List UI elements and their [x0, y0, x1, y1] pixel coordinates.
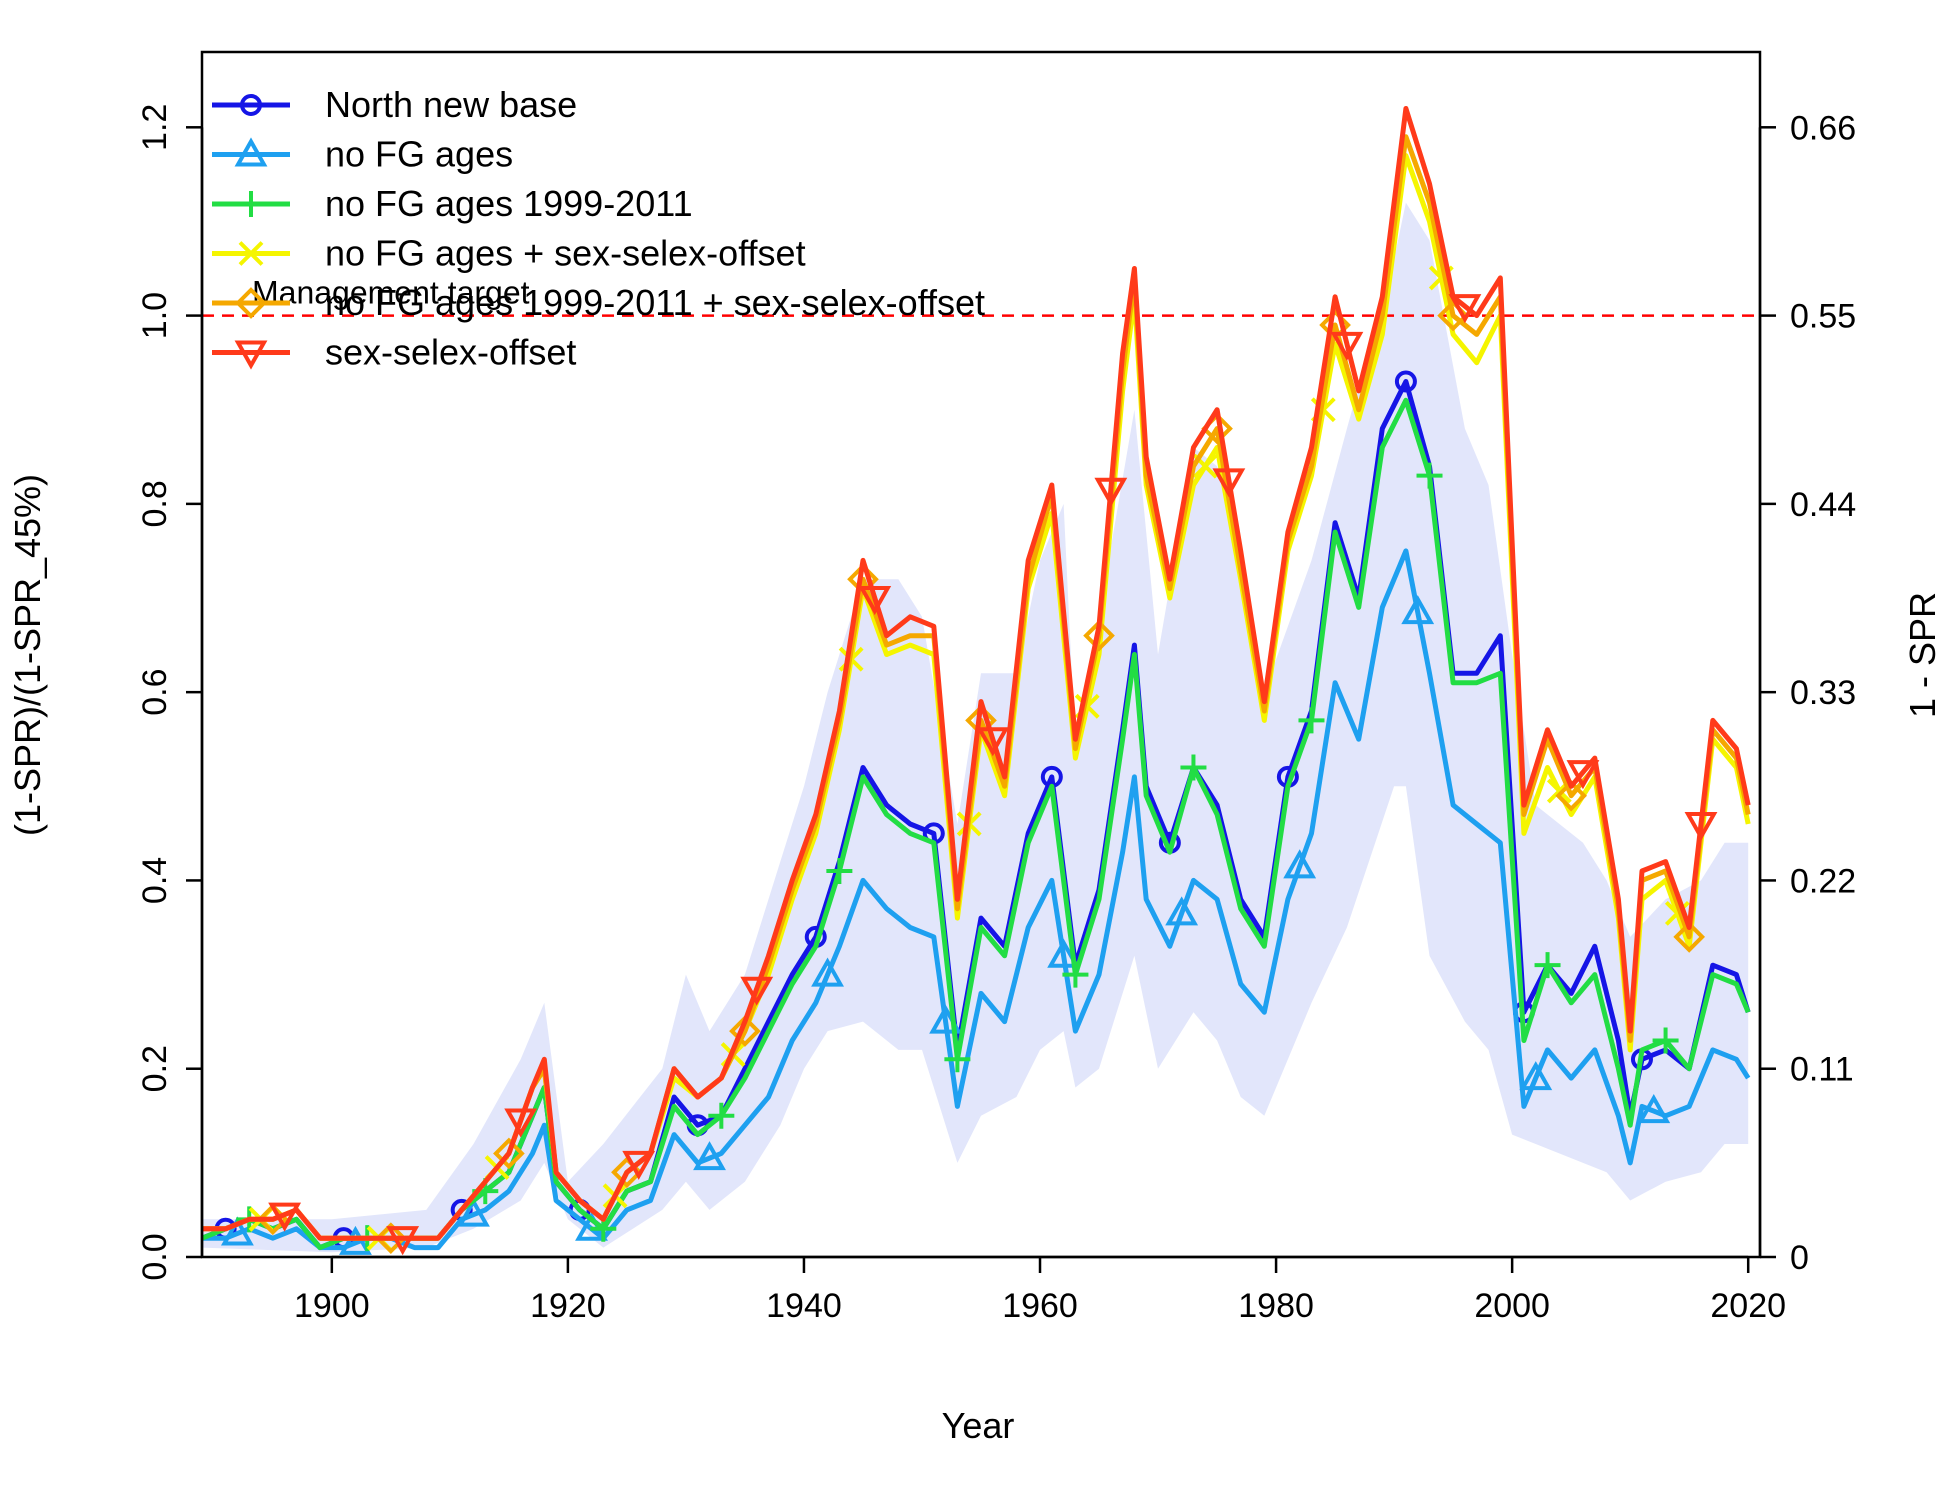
y-tick-label: 0.0 — [136, 1233, 174, 1280]
series-marker — [493, 1137, 525, 1170]
x-axis: 1900 1920 1940 1960 1980 2000 2020 — [294, 1255, 1786, 1325]
series-marker — [1534, 952, 1561, 979]
series-line — [202, 106, 1751, 1241]
series-marker — [1637, 1094, 1671, 1124]
series-marker — [1062, 961, 1089, 988]
y-tick-label: 0.6 — [136, 669, 174, 716]
legend-label: no FG ages 1999-2011 + sex-selex-offset — [325, 282, 985, 323]
y-axis-left: 0.0 0.2 0.4 0.6 0.8 1.0 1.2 — [136, 104, 204, 1281]
y-tick-label: 1.0 — [136, 292, 174, 339]
series-marker — [1394, 370, 1417, 393]
series-marker — [1673, 921, 1706, 953]
series-marker — [240, 94, 262, 116]
series-layer — [202, 106, 1751, 1256]
legend-label: sex-selex-offset — [325, 332, 576, 373]
legend-label: no FG ages + sex-selex-offset — [325, 233, 806, 274]
y-axis-right: 0 0.11 0.22 0.33 0.44 0.55 0.66 — [1758, 109, 1856, 1277]
x-tick-label: 2020 — [1710, 1287, 1786, 1325]
legend-item: no FG ages — [212, 134, 513, 175]
y2-tick-label: 0.22 — [1790, 862, 1856, 900]
series-marker — [238, 241, 264, 266]
series-marker — [622, 1150, 656, 1180]
y-tick-label: 0.4 — [136, 857, 174, 904]
series-marker — [1165, 896, 1199, 926]
series-marker — [1083, 619, 1115, 652]
y-tick-label: 0.8 — [136, 480, 174, 527]
series-line — [202, 548, 1751, 1251]
series-marker — [1566, 760, 1600, 790]
legend-item: no FG ages 1999-2011 + sex-selex-offset — [212, 282, 985, 323]
series-marker — [976, 727, 1010, 757]
legend-label: North new base — [325, 84, 577, 125]
series-marker — [1298, 707, 1325, 734]
x-tick-label: 1980 — [1238, 1287, 1314, 1325]
series-marker — [858, 586, 892, 616]
legend: North new base no FG ages no FG ages 1999-… — [212, 84, 985, 373]
series-marker — [944, 1046, 971, 1073]
x-tick-label: 1940 — [766, 1287, 842, 1325]
series-marker — [1401, 595, 1435, 625]
x-tick-label: 2000 — [1474, 1287, 1550, 1325]
series-marker — [268, 1202, 302, 1232]
series-marker — [238, 191, 264, 217]
x-tick-label: 1960 — [1002, 1287, 1078, 1325]
series-marker — [234, 137, 268, 167]
series-marker — [1330, 331, 1364, 361]
series-marker — [1684, 811, 1718, 842]
series-marker — [1555, 779, 1587, 812]
y2-tick-label: 0.66 — [1790, 109, 1856, 147]
series-marker — [457, 1197, 490, 1227]
x-tick-label: 1920 — [530, 1287, 606, 1325]
y-axis-left-label: (1-SPR)/(1-SPR_45%) — [7, 474, 48, 836]
series-marker — [826, 858, 853, 885]
y2-tick-label: 0.44 — [1790, 486, 1856, 524]
x-tick-label: 1900 — [294, 1287, 370, 1325]
series-marker — [1652, 1027, 1679, 1054]
legend-item: North new base — [212, 84, 577, 125]
y-tick-label: 0.2 — [136, 1045, 174, 1092]
legend-item: no FG ages + sex-selex-offset — [212, 233, 806, 274]
y2-tick-label: 0.11 — [1790, 1051, 1854, 1089]
y-tick-label: 1.2 — [136, 104, 174, 151]
series-marker — [234, 340, 268, 370]
series-marker — [1047, 938, 1081, 968]
series-marker — [693, 1141, 726, 1171]
y2-tick-label: 0.55 — [1790, 298, 1856, 336]
series-marker — [708, 1102, 735, 1129]
series-marker — [1212, 468, 1246, 498]
series-marker — [1448, 294, 1482, 324]
series-marker — [1094, 477, 1128, 507]
series-marker — [375, 1222, 407, 1254]
series-marker — [811, 957, 844, 987]
series-marker — [220, 1216, 254, 1246]
series-6 — [202, 106, 1751, 1256]
series-marker — [740, 976, 774, 1006]
series-marker — [386, 1226, 420, 1256]
series-marker — [1283, 849, 1317, 879]
y2-tick-label: 0.33 — [1790, 674, 1856, 712]
legend-label: no FG ages — [325, 134, 513, 175]
series-line — [202, 397, 1751, 1251]
x-axis-label: Year — [942, 1405, 1015, 1446]
reference-line-label: Management target — [252, 275, 530, 311]
legend-item: sex-selex-offset — [212, 332, 576, 373]
series-marker — [1180, 754, 1207, 781]
series-marker — [235, 287, 267, 319]
series-marker — [1519, 1061, 1553, 1091]
series-marker — [729, 1015, 761, 1047]
legend-item: no FG ages 1999-2011 — [212, 183, 693, 224]
y-axis-right-label: 1 - SPR — [1902, 592, 1943, 718]
reference-line-layer: Management target — [202, 275, 1760, 317]
legend-label: no FG ages 1999-2011 — [325, 183, 693, 224]
y2-tick-label: 0 — [1790, 1239, 1809, 1277]
series-marker — [339, 1225, 372, 1255]
series-marker — [504, 1108, 538, 1138]
series-marker — [1416, 462, 1443, 489]
